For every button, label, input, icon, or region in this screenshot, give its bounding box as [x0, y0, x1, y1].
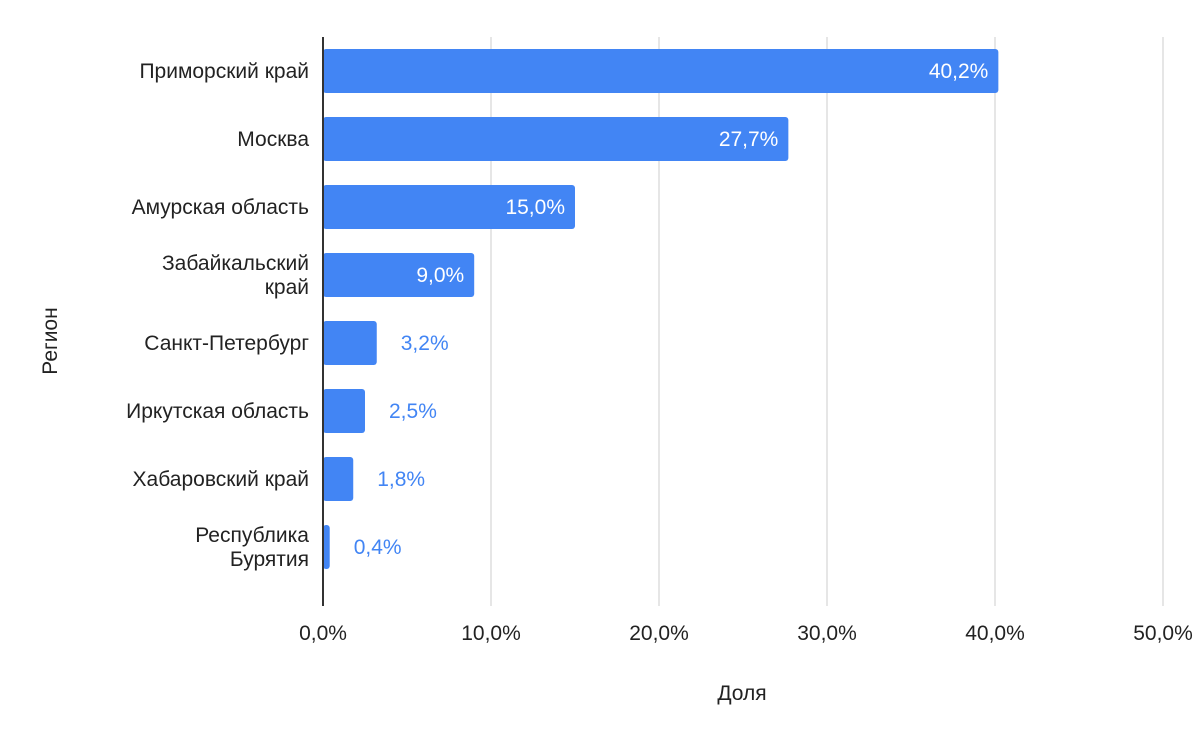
x-tick-label: 30,0%: [797, 622, 857, 645]
data-label: 15,0%: [505, 196, 565, 219]
bar: [323, 49, 999, 93]
bar: [323, 525, 330, 569]
bar: [323, 253, 475, 297]
bar: [323, 457, 354, 501]
x-tick-label: 50,0%: [1133, 622, 1193, 645]
x-tick-label: 10,0%: [461, 622, 521, 645]
bar: [323, 321, 377, 365]
x-tick-label: 20,0%: [629, 622, 689, 645]
x-axis-title: Доля: [717, 682, 766, 705]
category-label: Республика: [195, 524, 309, 547]
data-label: 1,8%: [377, 468, 425, 491]
x-tick-label: 40,0%: [965, 622, 1025, 645]
category-label: Бурятия: [230, 548, 309, 571]
data-label: 40,2%: [929, 60, 989, 83]
category-label: Иркутская область: [126, 400, 309, 423]
category-label: край: [265, 276, 309, 299]
data-label: 27,7%: [719, 128, 779, 151]
bar: [323, 185, 575, 229]
labels: 0,0% 10,0% 20,0% 30,0% 40,0% 50,0% 40,2% Примор…: [39, 60, 1193, 705]
category-label: Приморский край: [139, 60, 309, 83]
bar: [323, 117, 789, 161]
x-tick-label: 0,0%: [299, 622, 347, 645]
data-label: 0,4%: [354, 536, 402, 559]
y-axis-title: Регион: [39, 307, 62, 374]
category-label: Амурская область: [132, 196, 309, 219]
bars: [323, 49, 999, 569]
category-label: Санкт-Петербург: [144, 332, 309, 355]
category-label: Забайкальский: [162, 252, 309, 275]
bar: [323, 389, 365, 433]
data-label: 9,0%: [416, 264, 464, 287]
data-label: 2,5%: [389, 400, 437, 423]
data-label: 3,2%: [401, 332, 449, 355]
category-label: Хабаровский край: [133, 468, 309, 491]
category-label: Москва: [237, 128, 309, 151]
